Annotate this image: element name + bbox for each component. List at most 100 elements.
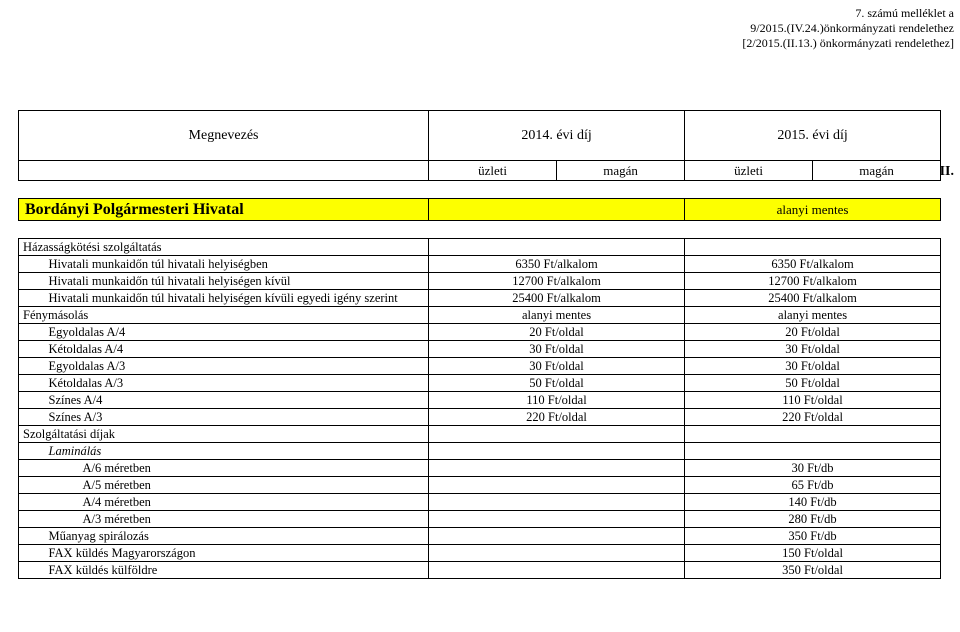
col-2015-uzleti: üzleti xyxy=(685,161,813,181)
indent-cell xyxy=(19,256,45,273)
col-megnevezes-title: Megnevezés xyxy=(19,111,429,161)
header-row-years: Megnevezés 2014. évi díj 2015. évi díj xyxy=(19,111,941,161)
table-row: A/4 méretben 140 Ft/db xyxy=(19,494,941,511)
indent-cell xyxy=(19,273,45,290)
row-label: A/6 méretben xyxy=(79,460,429,477)
indent-cell xyxy=(19,324,45,341)
row-label: Házasságkötési szolgáltatás xyxy=(19,239,429,256)
value-2015: 30 Ft/oldal xyxy=(685,358,941,375)
table-row: Hivatali munkaidőn túl hivatali helyiség… xyxy=(19,273,941,290)
header-row-subtype: üzleti magán üzleti magán xyxy=(19,161,941,181)
table-row: Szolgáltatási díjak xyxy=(19,426,941,443)
table-row: Műanyag spirálozás 350 Ft/db xyxy=(19,528,941,545)
value-2015 xyxy=(685,443,941,460)
indent-cell xyxy=(19,392,45,409)
value-2014: 25400 Ft/alkalom xyxy=(429,290,685,307)
table-row: FAX küldés Magyarországon150 Ft/oldal xyxy=(19,545,941,562)
value-2015: 65 Ft/db xyxy=(685,477,941,494)
value-2015 xyxy=(685,426,941,443)
table-row: A/5 méretben65 Ft/db xyxy=(19,477,941,494)
header-line-3: [2/2015.(II.13.) önkormányzati rendeleth… xyxy=(742,36,954,51)
value-2014 xyxy=(429,460,685,477)
value-2015: 6350 Ft/alkalom xyxy=(685,256,941,273)
value-2014: 6350 Ft/alkalom xyxy=(429,256,685,273)
indent-cell xyxy=(19,290,45,307)
table-row: Házasságkötési szolgáltatás xyxy=(19,239,941,256)
value-2014: 220 Ft/oldal xyxy=(429,409,685,426)
table-row: Egyoldalas A/330 Ft/oldal30 Ft/oldal xyxy=(19,358,941,375)
value-2014 xyxy=(429,239,685,256)
header-line-1: 7. számú melléklet a xyxy=(742,6,954,21)
value-2015: 280 Ft/db xyxy=(685,511,941,528)
indent-cell xyxy=(45,511,79,528)
indent-cell xyxy=(19,528,45,545)
value-2014 xyxy=(429,494,685,511)
row-label: Hivatali munkaidőn túl hivatali helyiség… xyxy=(45,273,429,290)
row-label: A/4 méretben xyxy=(79,494,429,511)
row-label: Műanyag spirálozás xyxy=(45,528,429,545)
value-2015: 110 Ft/oldal xyxy=(685,392,941,409)
value-2015: 150 Ft/oldal xyxy=(685,545,941,562)
indent-cell xyxy=(19,460,45,477)
indent-cell xyxy=(19,477,45,494)
value-2015: 140 Ft/db xyxy=(685,494,941,511)
value-2014: 20 Ft/oldal xyxy=(429,324,685,341)
indent-cell xyxy=(45,494,79,511)
indent-cell xyxy=(45,460,79,477)
gap-row-2 xyxy=(19,221,941,239)
row-label: A/3 méretben xyxy=(79,511,429,528)
indent-cell xyxy=(19,375,45,392)
value-2015: 50 Ft/oldal xyxy=(685,375,941,392)
indent-cell xyxy=(19,562,45,579)
table-row: Hivatali munkaidőn túl hivatali helyiség… xyxy=(19,290,941,307)
pricing-table-container: Megnevezés 2014. évi díj 2015. évi díj ü… xyxy=(18,110,940,579)
table-row: Kétoldalas A/350 Ft/oldal50 Ft/oldal xyxy=(19,375,941,392)
indent-cell xyxy=(19,443,45,460)
value-2014: 12700 Ft/alkalom xyxy=(429,273,685,290)
value-2015: alanyi mentes xyxy=(685,307,941,324)
section-header-row: Bordányi Polgármesteri Hivatal alanyi me… xyxy=(19,199,941,221)
value-2015: 220 Ft/oldal xyxy=(685,409,941,426)
table-row: FAX küldés külföldre350 Ft/oldal xyxy=(19,562,941,579)
pricing-table: Megnevezés 2014. évi díj 2015. évi díj ü… xyxy=(18,110,941,579)
row-label: Színes A/4 xyxy=(45,392,429,409)
col-2015-magan: magán xyxy=(813,161,941,181)
table-row: Színes A/4110 Ft/oldal110 Ft/oldal xyxy=(19,392,941,409)
section-2014-placeholder xyxy=(429,199,685,221)
value-2015: 30 Ft/oldal xyxy=(685,341,941,358)
col-2015-title: 2015. évi díj xyxy=(685,111,941,161)
value-2015 xyxy=(685,239,941,256)
value-2014 xyxy=(429,528,685,545)
row-label: Színes A/3 xyxy=(45,409,429,426)
row-label: Egyoldalas A/3 xyxy=(45,358,429,375)
value-2015: 25400 Ft/alkalom xyxy=(685,290,941,307)
table-row: Laminálás xyxy=(19,443,941,460)
table-row: A/6 méretben 30 Ft/db xyxy=(19,460,941,477)
section-title: Bordányi Polgármesteri Hivatal xyxy=(19,199,429,221)
col-2014-title: 2014. évi díj xyxy=(429,111,685,161)
section-number-roman: II. xyxy=(940,164,954,180)
row-label: FAX küldés külföldre xyxy=(45,562,429,579)
table-row: Egyoldalas A/420 Ft/oldal20 Ft/oldal xyxy=(19,324,941,341)
gap-row xyxy=(19,181,941,199)
value-2014: alanyi mentes xyxy=(429,307,685,324)
col-2014-uzleti: üzleti xyxy=(429,161,557,181)
table-row: A/3 méretben 280 Ft/db xyxy=(19,511,941,528)
row-label: Kétoldalas A/4 xyxy=(45,341,429,358)
row-label: Kétoldalas A/3 xyxy=(45,375,429,392)
table-row: Színes A/3220 Ft/oldal220 Ft/oldal xyxy=(19,409,941,426)
header-line-2: 9/2015.(IV.24.)önkormányzati rendelethez xyxy=(742,21,954,36)
indent-cell xyxy=(19,511,45,528)
value-2015: 20 Ft/oldal xyxy=(685,324,941,341)
value-2015: 350 Ft/db xyxy=(685,528,941,545)
row-label: Hivatali munkaidőn túl hivatali helyiség… xyxy=(45,290,429,307)
value-2014 xyxy=(429,562,685,579)
row-label: Laminálás xyxy=(45,443,429,460)
value-2014: 50 Ft/oldal xyxy=(429,375,685,392)
section-2015-sublabel: alanyi mentes xyxy=(685,199,941,221)
indent-cell xyxy=(19,545,45,562)
row-label: Fénymásolás xyxy=(19,307,429,324)
value-2014 xyxy=(429,545,685,562)
value-2015: 30 Ft/db xyxy=(685,460,941,477)
indent-cell xyxy=(19,358,45,375)
